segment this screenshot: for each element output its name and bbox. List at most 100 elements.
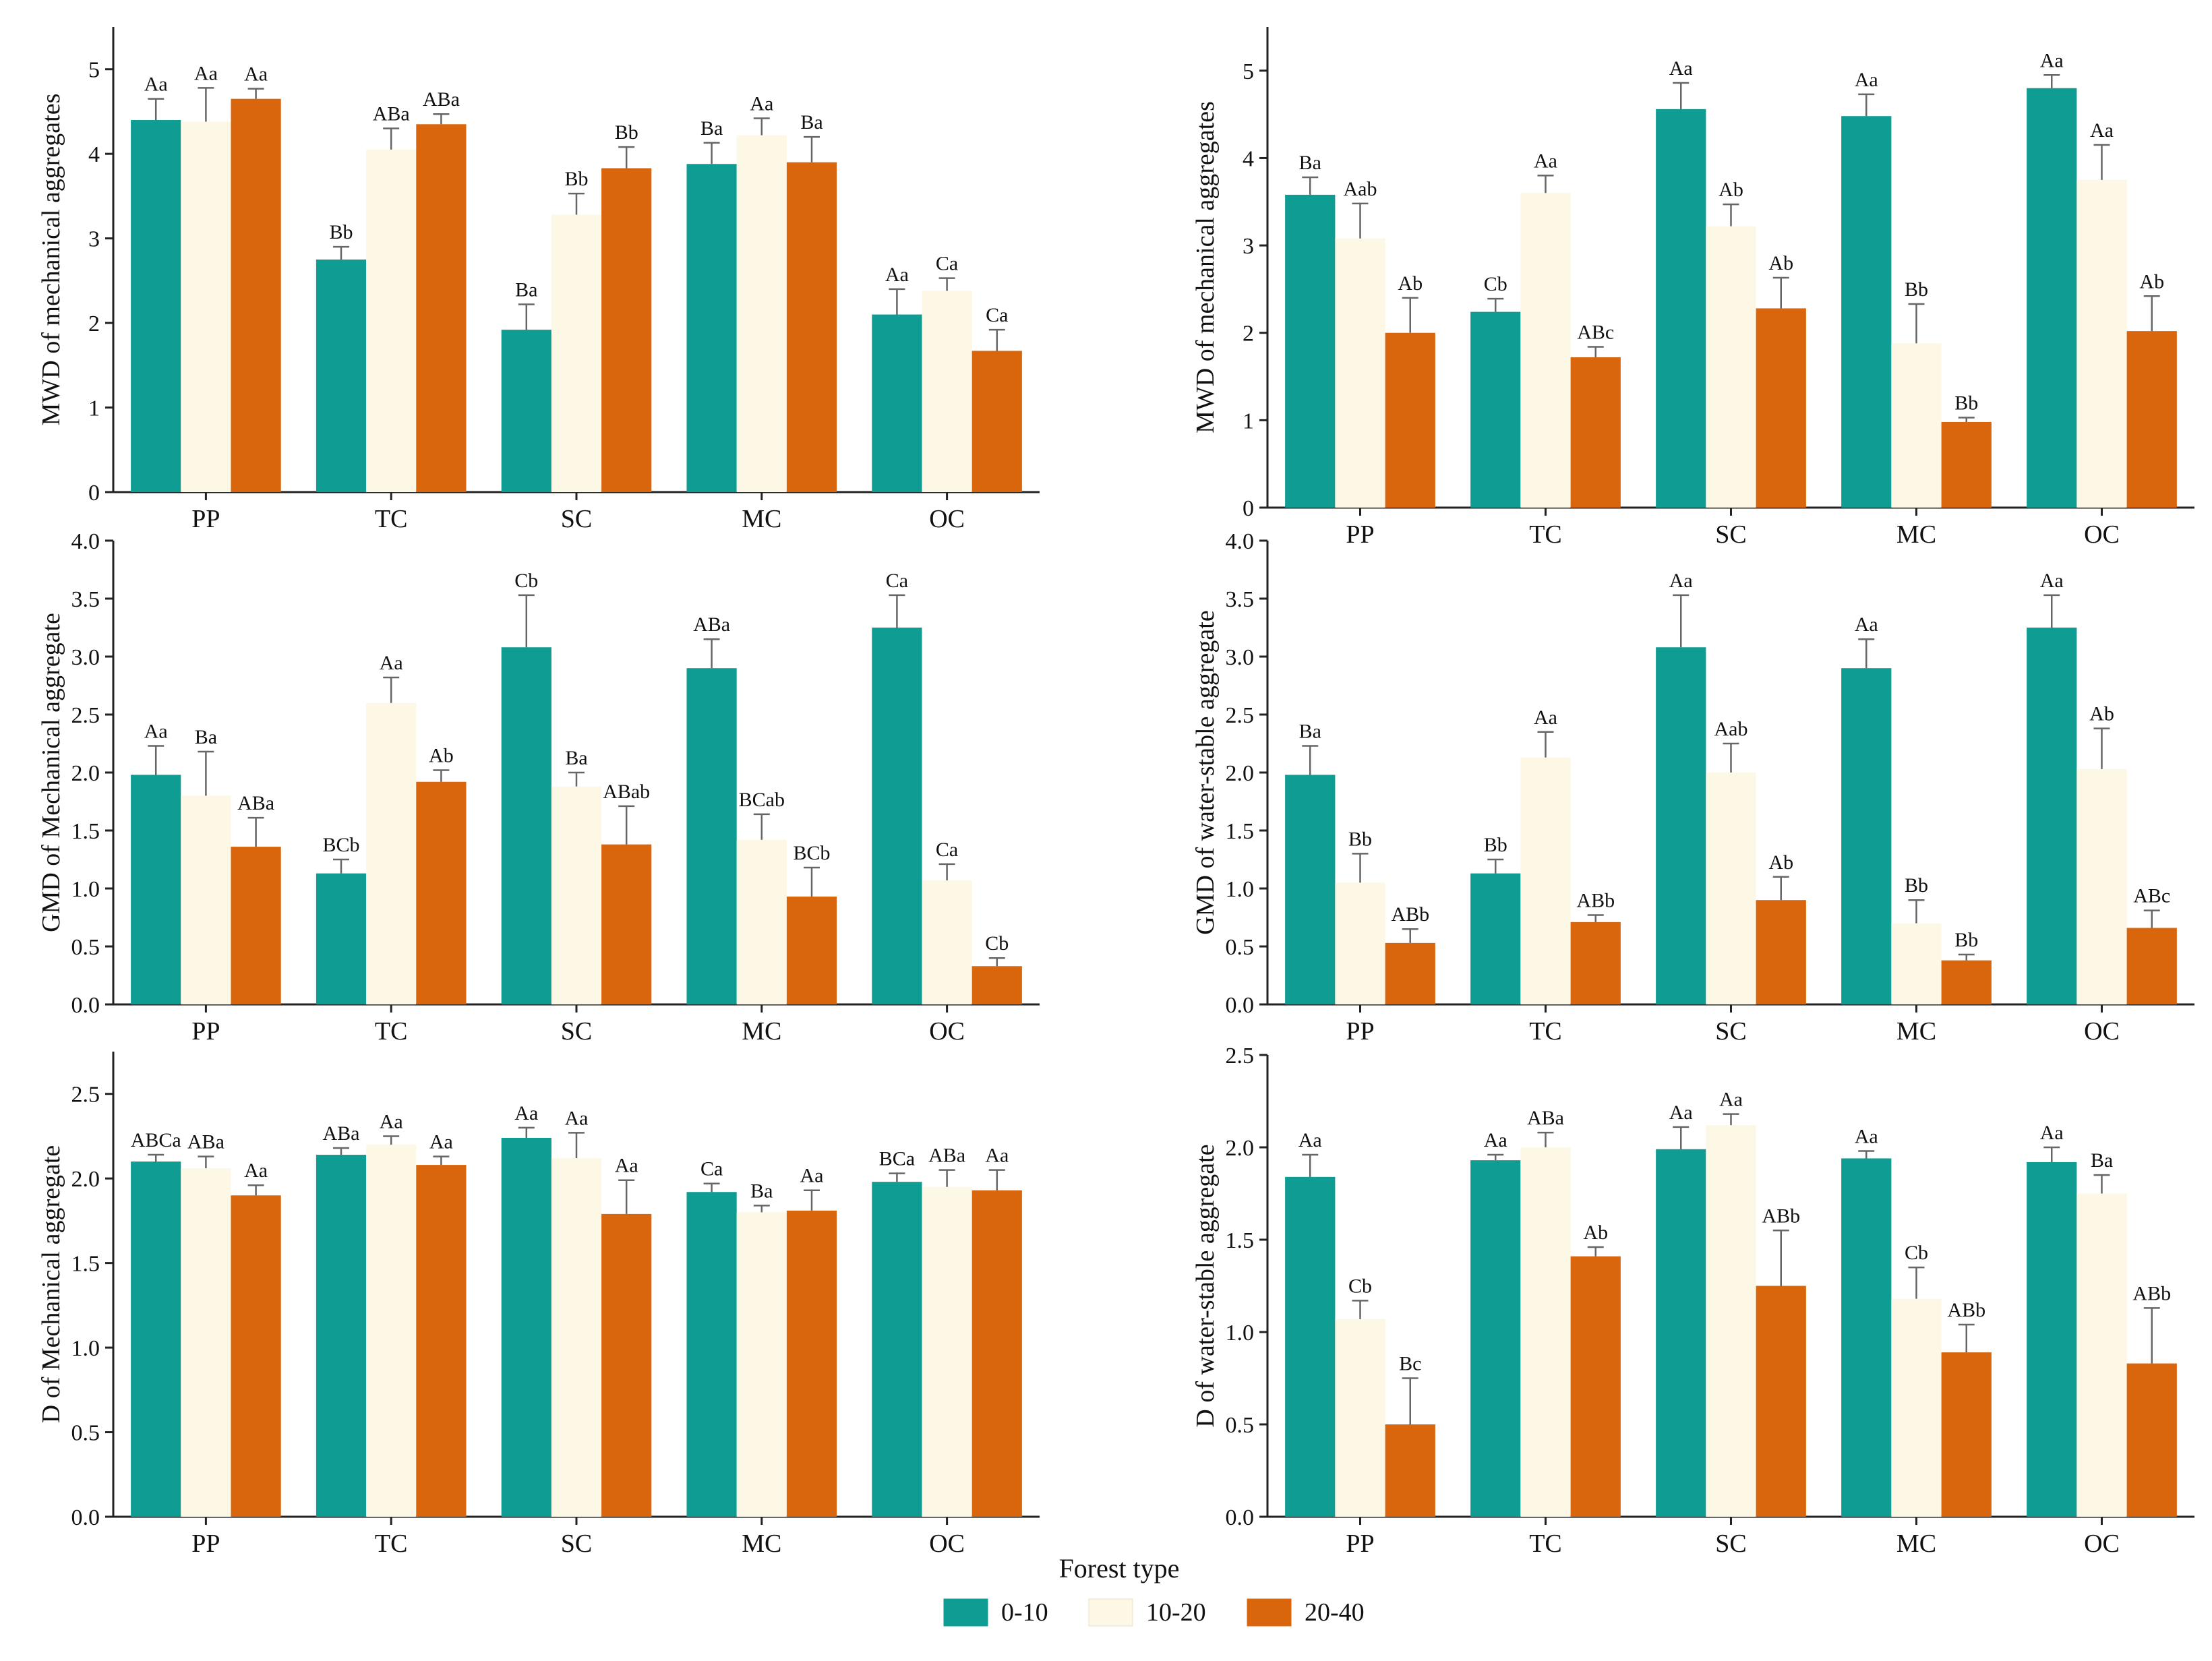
x-tick-label: OC xyxy=(2084,1017,2120,1046)
bar-oc-10-20 xyxy=(2076,1193,2127,1517)
legend: 0-10 10-20 20-40 xyxy=(943,1598,1365,1627)
y-tick-label: 2.5 xyxy=(71,1083,100,1108)
significance-label: Ba xyxy=(2091,1149,2113,1172)
bar-pp-10-20 xyxy=(1335,238,1385,508)
x-tick-label: OC xyxy=(929,505,965,533)
x-tick-label: SC xyxy=(1715,520,1746,549)
significance-label: Bb xyxy=(329,221,353,243)
x-tick-label: OC xyxy=(929,1017,965,1046)
bar-tc-10-20 xyxy=(1520,757,1571,1004)
x-tick-label: TC xyxy=(375,1017,408,1046)
y-tick-label: 1.0 xyxy=(1226,877,1255,902)
significance-label: ABa xyxy=(1527,1107,1564,1129)
bar-mc-10-20 xyxy=(736,1212,787,1517)
significance-label: Cb xyxy=(514,570,538,592)
y-tick-label: 3.0 xyxy=(71,645,100,670)
bar-sc-10-20 xyxy=(551,214,602,492)
significance-label: Ab xyxy=(1583,1221,1608,1244)
bar-pp-10-20 xyxy=(181,121,231,492)
significance-label: Ba xyxy=(195,726,217,748)
y-tick-label: 1.5 xyxy=(71,819,100,844)
significance-label: ABa xyxy=(187,1131,225,1153)
bar-mc-0-10 xyxy=(686,668,737,1004)
significance-label: Aa xyxy=(1534,150,1557,172)
bar-sc-0-10 xyxy=(1656,647,1706,1004)
bar-tc-0-10 xyxy=(1470,311,1521,508)
significance-label: Aa xyxy=(1669,570,1693,592)
bar-tc-20-40 xyxy=(1570,1256,1621,1517)
y-tick-label: 3.5 xyxy=(1226,587,1255,612)
x-tick-label: PP xyxy=(191,1017,220,1046)
significance-label: ABa xyxy=(693,613,730,636)
significance-label: Ba xyxy=(800,111,823,133)
significance-label: Aa xyxy=(1719,1089,1743,1111)
bar-oc-0-10 xyxy=(872,628,922,1004)
significance-label: Aa xyxy=(380,1110,403,1132)
significance-label: Aa xyxy=(615,1155,638,1177)
x-tick-label: TC xyxy=(1529,1530,1562,1558)
significance-label: Aa xyxy=(885,264,909,286)
x-tick-label: PP xyxy=(1346,520,1374,549)
y-tick-label: 4.0 xyxy=(1226,529,1255,554)
x-tick-label: SC xyxy=(561,1530,592,1558)
bar-mc-0-10 xyxy=(686,164,737,492)
bar-pp-0-10 xyxy=(131,120,181,492)
significance-label: Aab xyxy=(1344,178,1377,200)
bar-mc-10-20 xyxy=(736,135,787,493)
significance-label: Ba xyxy=(515,278,537,301)
significance-label: ABCa xyxy=(131,1129,181,1151)
bar-mc-20-40 xyxy=(786,897,837,1004)
significance-label: Bb xyxy=(1348,828,1372,850)
bar-pp-0-10 xyxy=(131,1161,181,1517)
bar-oc-0-10 xyxy=(872,1182,922,1517)
x-tick-label: PP xyxy=(1346,1530,1374,1558)
bar-mc-10-20 xyxy=(1891,343,1942,508)
x-tick-label: MC xyxy=(1896,520,1936,549)
y-axis-label: D of water-stable aggregate xyxy=(1191,1144,1220,1427)
bar-mc-20-40 xyxy=(1941,421,1992,508)
bar-pp-10-20 xyxy=(1335,1319,1385,1517)
significance-label: Ca xyxy=(936,839,958,861)
bar-sc-20-40 xyxy=(1756,1286,1806,1517)
significance-label: Ca xyxy=(886,570,908,592)
significance-label: Aa xyxy=(1534,706,1557,729)
legend-label: 20-40 xyxy=(1305,1598,1365,1627)
x-tick-label: MC xyxy=(742,505,781,533)
y-tick-label: 5 xyxy=(1243,59,1254,84)
y-tick-label: 1 xyxy=(1243,409,1254,433)
significance-label: Bb xyxy=(1954,392,1978,414)
x-tick-label: PP xyxy=(1346,1017,1374,1046)
y-tick-label: 2.5 xyxy=(71,703,100,728)
bar-oc-10-20 xyxy=(922,1186,972,1517)
bar-tc-0-10 xyxy=(1470,1160,1521,1517)
y-tick-label: 0.5 xyxy=(1226,1413,1255,1438)
significance-label: Aa xyxy=(2040,570,2064,592)
bar-oc-0-10 xyxy=(872,314,922,492)
significance-label: ABc xyxy=(2133,885,2170,907)
x-tick-label: OC xyxy=(2084,1530,2120,1558)
bar-pp-20-40 xyxy=(1385,942,1435,1004)
bar-sc-0-10 xyxy=(501,330,551,492)
y-tick-label: 3 xyxy=(88,227,100,252)
chart-panel-bottom-left: 0.0 0.5 1.0 1.5 2.0 2.5 D of Mechanical aggreg… xyxy=(37,1052,1040,1558)
y-axis-label: MWD of mechanical aggregates xyxy=(1191,101,1220,433)
y-tick-label: 1.0 xyxy=(71,877,100,902)
bar-pp-20-40 xyxy=(1385,1424,1435,1517)
legend-swatch-10-20 xyxy=(1088,1598,1133,1627)
y-tick-label: 4.0 xyxy=(71,529,100,554)
bar-pp-0-10 xyxy=(1285,1176,1336,1517)
bar-mc-10-20 xyxy=(736,839,787,1004)
bar-sc-20-40 xyxy=(1756,900,1806,1004)
bar-pp-0-10 xyxy=(1285,194,1336,508)
significance-label: ABa xyxy=(928,1145,965,1167)
x-tick-label: SC xyxy=(1715,1530,1746,1558)
significance-label: Ab xyxy=(429,745,454,767)
y-tick-label: 1.5 xyxy=(1226,1228,1255,1253)
significance-label: Aa xyxy=(244,1159,268,1182)
y-axis-label: GMD of water-stable aggregate xyxy=(1191,610,1220,934)
x-tick-label: OC xyxy=(929,1530,965,1558)
significance-label: Bb xyxy=(1484,834,1507,856)
significance-label: Ca xyxy=(936,253,958,275)
bar-pp-10-20 xyxy=(1335,882,1385,1004)
significance-label: Ba xyxy=(1299,152,1321,174)
